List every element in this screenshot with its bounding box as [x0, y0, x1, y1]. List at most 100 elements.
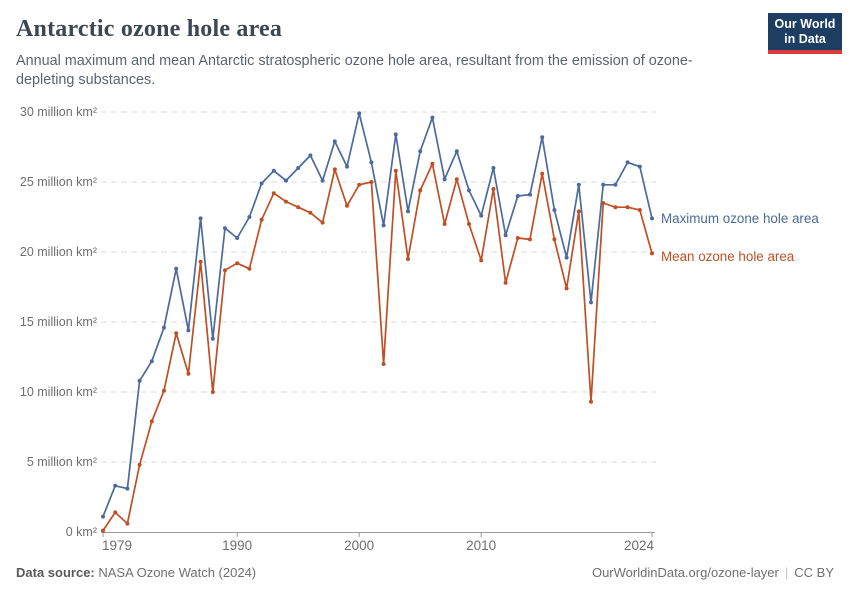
- y-axis-label: 5 million km²: [26, 455, 97, 469]
- data-point: [149, 419, 154, 424]
- data-point: [442, 222, 447, 226]
- x-axis-label: 2010: [466, 538, 497, 553]
- data-point: [381, 362, 386, 366]
- series-line-mean: [102, 162, 653, 532]
- data-point: [454, 149, 459, 154]
- series-line-maximum: [102, 112, 653, 517]
- data-point: [540, 135, 545, 140]
- data-point: [650, 216, 654, 221]
- y-axis-label: 20 million km²: [19, 245, 97, 259]
- data-point: [101, 528, 105, 533]
- x-axis-label: 1979: [102, 538, 133, 553]
- data-point: [223, 226, 227, 231]
- data-point: [393, 168, 398, 173]
- owid-logo[interactable]: Our World in Data: [768, 13, 842, 54]
- y-axis-label: 30 million km²: [19, 105, 97, 119]
- data-point: [503, 280, 508, 285]
- data-point: [576, 182, 581, 187]
- data-point: [589, 300, 593, 305]
- data-point: [308, 210, 313, 215]
- data-point: [345, 164, 349, 169]
- x-axis-label: 2024: [623, 538, 654, 553]
- data-point: [113, 510, 118, 515]
- data-point: [430, 115, 435, 120]
- data-point: [308, 153, 313, 158]
- data-point: [552, 208, 557, 212]
- data-point: [284, 178, 288, 183]
- page-title: Antarctic ozone hole area: [16, 16, 283, 42]
- data-point: [589, 399, 593, 404]
- data-point: [125, 486, 130, 491]
- chart-url[interactable]: OurWorldinData.org/ozone-layer: [591, 565, 779, 580]
- data-point: [259, 217, 264, 222]
- data-point: [345, 203, 349, 208]
- license-note: OurWorldinData.org/ozone-layer | CC BY: [592, 565, 834, 580]
- data-point: [650, 251, 654, 256]
- y-axis-label: 15 million km²: [19, 315, 97, 329]
- data-point: [271, 168, 276, 173]
- data-point: [357, 111, 362, 116]
- data-point: [186, 328, 191, 333]
- data-point: [296, 166, 301, 170]
- data-point: [552, 237, 557, 242]
- data-source-value: NASA Ozone Watch (2024): [98, 565, 257, 580]
- data-point: [332, 167, 337, 172]
- y-axis-label: 25 million km²: [19, 175, 97, 189]
- data-point: [198, 216, 203, 221]
- y-axis-label: 10 million km²: [19, 385, 97, 399]
- data-point: [149, 359, 154, 364]
- data-point: [467, 222, 471, 226]
- series-label-mean: Mean ozone hole area: [661, 249, 795, 264]
- data-point: [162, 325, 166, 330]
- data-point: [320, 178, 325, 183]
- data-source-label: Data source:: [16, 565, 95, 580]
- data-point: [186, 371, 191, 376]
- data-point: [406, 209, 410, 214]
- data-point: [235, 261, 240, 266]
- license-label: CC BY: [794, 565, 834, 580]
- data-point: [332, 139, 337, 144]
- data-point: [540, 171, 545, 176]
- data-point: [479, 213, 484, 218]
- data-point: [381, 223, 386, 228]
- y-axis-label: 0 km²: [65, 525, 97, 539]
- data-point: [515, 236, 520, 240]
- data-point: [430, 161, 435, 166]
- data-point: [259, 181, 264, 186]
- data-point: [625, 160, 630, 165]
- data-point: [515, 194, 520, 198]
- data-point: [613, 182, 618, 187]
- data-source: Data source: NASA Ozone Watch (2024): [16, 565, 256, 580]
- data-point: [418, 188, 423, 193]
- data-point: [564, 286, 569, 291]
- chart-subtitle: Annual maximum and mean Antarctic strato…: [16, 53, 693, 88]
- data-point: [210, 336, 215, 341]
- data-point: [564, 255, 569, 260]
- data-point: [637, 208, 642, 212]
- data-point: [528, 192, 532, 197]
- data-point: [528, 237, 532, 242]
- data-point: [491, 166, 496, 170]
- data-point: [247, 266, 252, 271]
- data-point: [442, 177, 447, 182]
- data-point: [284, 199, 288, 204]
- data-point: [247, 215, 252, 219]
- data-point: [174, 266, 179, 271]
- data-point: [613, 205, 618, 210]
- data-point: [210, 390, 215, 394]
- x-axis-label: 1990: [222, 538, 253, 553]
- data-point: [137, 462, 142, 467]
- data-point: [637, 164, 642, 169]
- data-point: [320, 220, 325, 225]
- data-point: [625, 205, 630, 210]
- data-point: [503, 233, 508, 238]
- data-point: [491, 187, 496, 191]
- owid-logo-line2: in Data: [784, 32, 826, 46]
- data-point: [406, 257, 410, 261]
- footer-separator: |: [784, 565, 789, 580]
- data-point: [174, 331, 179, 336]
- data-point: [235, 236, 240, 240]
- owid-logo-line1: Our World: [774, 17, 836, 31]
